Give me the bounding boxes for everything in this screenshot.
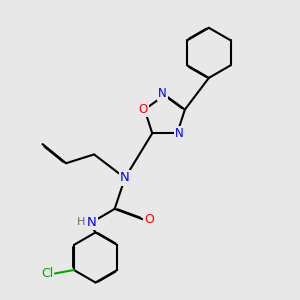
Text: H: H [77, 217, 86, 227]
Text: O: O [144, 213, 154, 226]
Text: N: N [87, 216, 97, 229]
Text: O: O [139, 103, 148, 116]
Text: N: N [120, 172, 130, 184]
Text: N: N [175, 127, 184, 140]
Text: Cl: Cl [41, 267, 53, 280]
Text: N: N [158, 87, 167, 100]
